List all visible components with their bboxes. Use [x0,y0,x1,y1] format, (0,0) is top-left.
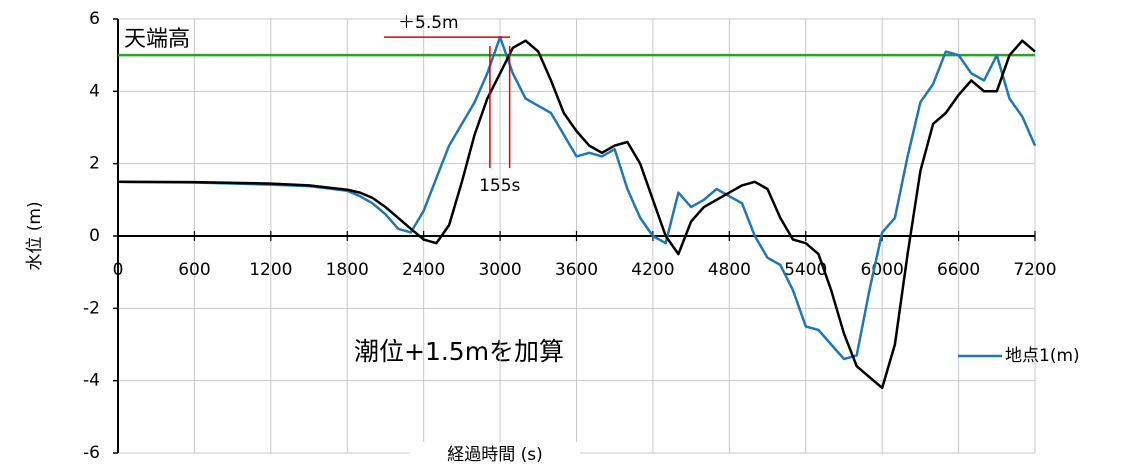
peak-label: ＋5.5m [398,13,459,33]
x-tick-label: 7200 [1013,260,1056,280]
x-tick-label: 6600 [937,260,980,280]
x-tick-label: 2400 [402,260,445,280]
y-tick-label: -2 [83,298,100,318]
legend-label: 地点1(m) [1005,346,1080,366]
x-tick-label: 6000 [861,260,904,280]
reference-label: 天端高 [124,27,190,52]
y-axis-title: 水位 (m) [25,201,45,270]
y-tick-label: -4 [83,371,100,391]
annotation: 潮位+1.5mを加算 [354,337,564,366]
x-tick-label: 4200 [631,260,674,280]
series-line [117,35,1037,361]
lag-label: 155s [479,176,520,196]
x-tick-label: 3000 [478,260,521,280]
x-tick-label: 1800 [326,260,369,280]
y-tick-label: 6 [89,9,100,29]
x-tick-label: 3600 [555,260,598,280]
y-tick-label: 4 [89,81,100,101]
x-axis-title-bg [410,442,580,466]
x-tick-label: 5400 [784,260,827,280]
x-tick-label: 1200 [249,260,292,280]
series-line [117,39,1036,390]
y-tick-label: 0 [89,226,100,246]
x-tick-label: 4800 [708,260,751,280]
x-axis-title: 経過時間 (s) [447,445,543,465]
y-tick-label: -6 [83,443,100,463]
x-tick-label: 600 [178,260,210,280]
y-tick-label: 2 [89,154,100,174]
